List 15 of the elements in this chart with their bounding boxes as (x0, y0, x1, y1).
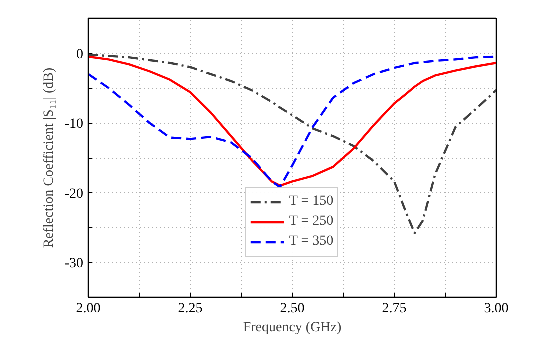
y-axis-title: Reflection Coefficient |S₁₁| (dB) (42, 67, 57, 248)
x-tick-label: 2.00 (76, 302, 101, 316)
legend-label: T = 350 (289, 234, 334, 250)
y-tick-label: -30 (64, 256, 84, 272)
x-axis-title: Frequency (GHz) (243, 320, 342, 336)
x-tick-label: 2.25 (178, 302, 203, 316)
line-series (88, 54, 496, 234)
x-tick-label: 3.00 (484, 302, 509, 316)
x-tick-label: 2.50 (280, 302, 305, 316)
y-tick-label: -20 (64, 186, 84, 202)
y-tick-label: -10 (64, 117, 84, 132)
legend-label: T = 250 (289, 214, 334, 230)
y-tick-label: 0 (76, 47, 84, 62)
x-tick-label: 2.75 (382, 302, 407, 316)
legend-label: T = 150 (289, 194, 334, 210)
